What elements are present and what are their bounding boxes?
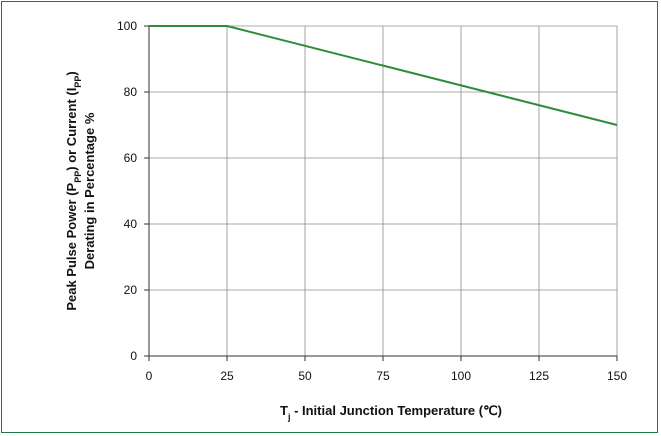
series-line	[149, 25, 618, 126]
series-group	[149, 25, 618, 126]
y-tick-label: 100	[117, 19, 137, 33]
grid	[148, 25, 618, 357]
y-tick-label: 80	[124, 85, 138, 99]
x-tick-labels: 0 25 50 75 100 125 150	[146, 369, 628, 383]
y-tick-label: 60	[124, 151, 138, 165]
y-axis-title-line2: Derating in Percentage %	[82, 112, 97, 269]
x-tick-label: 150	[607, 369, 627, 383]
x-tick-label: 75	[376, 369, 390, 383]
y-tick-label: 40	[124, 217, 138, 231]
y-tick-labels: 0 20 40 60 80 100	[117, 19, 137, 363]
x-tick-label: 100	[451, 369, 471, 383]
x-axis-title: Tj - Initial Junction Temperature (℃)	[280, 403, 502, 422]
x-tick-label: 25	[220, 369, 234, 383]
axes	[144, 25, 618, 361]
x-tick-label: 50	[298, 369, 312, 383]
x-tick-label: 125	[529, 369, 549, 383]
y-tick-label: 20	[124, 283, 138, 297]
y-axis-title-line1: Peak Pulse Power (PPP) or Current (IPP)	[64, 71, 83, 310]
y-tick-label: 0	[130, 349, 137, 363]
x-tick-label: 0	[146, 369, 153, 383]
y-axis-title: Peak Pulse Power (PPP) or Current (IPP)D…	[64, 71, 97, 310]
